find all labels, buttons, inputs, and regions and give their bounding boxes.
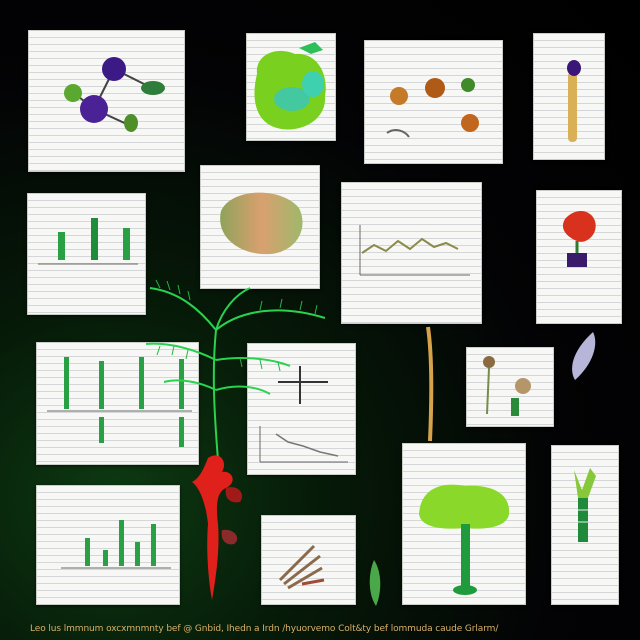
panel-green-leaf [246, 33, 336, 141]
sprout-icon [574, 468, 596, 542]
panel-plant-parts [466, 347, 554, 427]
panel-line-chart [341, 182, 482, 324]
stem-icon [38, 218, 138, 265]
tissue-icon [220, 192, 303, 255]
panel-sprout [551, 445, 619, 605]
panel-stems-chart [27, 193, 146, 315]
stem-icon [426, 326, 434, 442]
leaf-icon [254, 42, 326, 130]
caption-text: Leo lus lmmnum oxcxmnmnty bef @ Gnbid, I… [30, 624, 499, 634]
molecule-icon [64, 57, 165, 132]
bar-chart-icon [61, 520, 171, 569]
panel-tree [402, 443, 526, 605]
panel-root-specimen [533, 33, 605, 160]
herb-icon [278, 544, 325, 590]
line-chart-icon [359, 225, 470, 276]
feather-icon [572, 332, 596, 380]
panel-dried-plants [261, 515, 356, 605]
tree-icon [419, 484, 510, 595]
scatter-chart-icon [259, 366, 348, 463]
panel-cross-chart [247, 343, 356, 475]
leaf-icon [369, 560, 381, 606]
bar-chart-icon [47, 357, 192, 447]
fern-icon [145, 279, 326, 460]
panel-tissue-sample [200, 165, 320, 289]
panel-green-bars [36, 485, 180, 605]
flower-icon [562, 210, 596, 267]
panel-bar-chart-left [36, 342, 199, 465]
panel-red-flower [536, 190, 622, 324]
plant-icon [483, 356, 531, 416]
panel-seed-pods [364, 40, 503, 164]
red-flower-icon [192, 455, 243, 600]
panel-molecule-diagram [28, 30, 185, 172]
root-icon [567, 60, 581, 142]
seed-icon [386, 78, 479, 138]
